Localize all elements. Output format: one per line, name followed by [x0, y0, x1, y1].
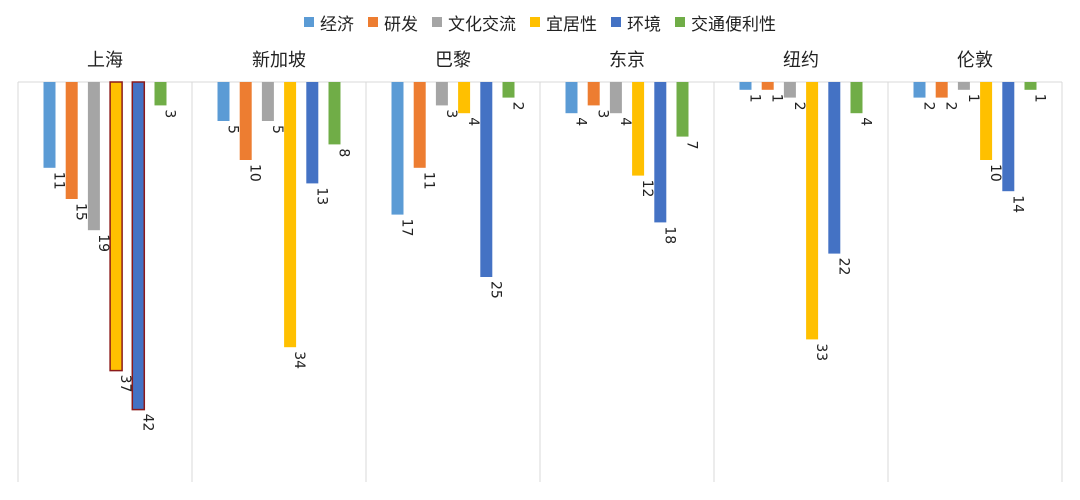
bar	[261, 82, 274, 121]
bar-value-label: 3	[162, 109, 178, 118]
bar	[676, 82, 689, 137]
city-label: 上海	[87, 50, 123, 71]
bar	[783, 82, 796, 98]
bar	[65, 82, 78, 199]
bar-value-label: 33	[813, 343, 829, 361]
bar	[565, 82, 578, 114]
bar-value-label: 3	[595, 109, 611, 118]
bar-value-label: 4	[465, 117, 481, 126]
legend-swatch-rnd	[368, 17, 378, 27]
bar-value-label: 1	[747, 94, 763, 103]
bar	[87, 82, 100, 231]
bar	[502, 82, 515, 98]
bar	[217, 82, 230, 121]
legend-swatch-culture	[432, 17, 442, 27]
bar-value-label: 22	[835, 258, 851, 276]
bar-value-label: 4	[858, 117, 874, 126]
legend-item-economy: 经济	[304, 10, 354, 35]
bar-value-label: 15	[73, 203, 89, 221]
bar-value-label: 10	[987, 164, 1003, 182]
bar-value-label: 13	[313, 187, 329, 205]
bar-value-label: 11	[421, 172, 437, 190]
bar-value-label: 12	[639, 180, 655, 198]
bar-value-label: 5	[269, 125, 285, 134]
legend-swatch-environment	[611, 17, 621, 27]
bar	[239, 82, 252, 160]
bar	[131, 81, 146, 411]
bar	[761, 82, 774, 90]
bar-value-label: 1	[965, 94, 981, 103]
legend-label-culture: 文化交流	[448, 14, 516, 35]
bar	[828, 82, 841, 254]
bar	[154, 82, 167, 106]
bar	[739, 82, 752, 90]
bar	[609, 82, 622, 114]
city-label: 纽约	[783, 50, 819, 71]
bar-value-label: 37	[117, 375, 133, 393]
legend-swatch-transport	[675, 17, 685, 27]
bar-value-label: 2	[921, 102, 937, 111]
bar-value-label: 42	[139, 414, 155, 432]
bar	[435, 82, 448, 106]
bar	[957, 82, 970, 90]
bar	[935, 82, 948, 98]
bar	[913, 82, 926, 98]
bar-value-label: 11	[51, 172, 67, 190]
bar	[587, 82, 600, 106]
bar	[1024, 82, 1037, 90]
legend-label-transport: 交通便利性	[691, 14, 776, 35]
bar	[1002, 82, 1015, 192]
bar	[43, 82, 56, 168]
bar	[850, 82, 863, 114]
bar	[458, 82, 471, 114]
legend-item-rnd: 研发	[368, 10, 418, 35]
bar-value-label: 34	[291, 351, 307, 369]
legend-item-livability: 宜居性	[530, 10, 597, 35]
city-label: 东京	[609, 50, 645, 71]
legend-swatch-economy	[304, 17, 314, 27]
bar	[980, 82, 993, 160]
legend-label-rnd: 研发	[384, 14, 418, 35]
bar	[328, 82, 341, 145]
bar-value-label: 19	[95, 234, 111, 252]
city-label: 巴黎	[435, 50, 471, 71]
city-label: 新加坡	[252, 50, 306, 71]
bar-value-label: 17	[399, 219, 415, 237]
legend-label-economy: 经济	[320, 14, 354, 35]
legend-label-livability: 宜居性	[546, 14, 597, 35]
city-label: 伦敦	[957, 50, 993, 71]
bar-value-label: 2	[510, 102, 526, 111]
bar	[413, 82, 426, 168]
bar-value-label: 3	[443, 109, 459, 118]
bar-value-label: 14	[1009, 195, 1025, 213]
bar	[109, 81, 123, 372]
bar	[632, 82, 645, 176]
bar-value-label: 1	[1032, 94, 1048, 103]
bar-value-label: 5	[225, 125, 241, 134]
legend-item-environment: 环境	[611, 10, 661, 35]
bar	[391, 82, 404, 215]
legend-item-transport: 交通便利性	[675, 10, 776, 35]
chart-legend: 经济 研发 文化交流 宜居性 环境 交通便利性	[0, 8, 1080, 36]
bar-value-label: 10	[247, 164, 263, 182]
bar-value-label: 4	[617, 117, 633, 126]
bar-value-label: 18	[661, 226, 677, 244]
legend-item-culture: 文化交流	[432, 10, 516, 35]
bar-value-label: 2	[943, 102, 959, 111]
legend-swatch-livability	[530, 17, 540, 27]
bar	[806, 82, 819, 340]
bar	[654, 82, 667, 223]
bar-value-label: 2	[791, 102, 807, 111]
bar	[480, 82, 493, 277]
bar-value-label: 4	[573, 117, 589, 126]
bar-value-label: 8	[336, 148, 352, 157]
bar-value-label: 25	[487, 281, 503, 299]
bar	[306, 82, 319, 184]
bar-value-label: 1	[769, 94, 785, 103]
legend-label-environment: 环境	[627, 14, 661, 35]
bar-value-label: 7	[684, 141, 700, 150]
bar	[284, 82, 297, 348]
